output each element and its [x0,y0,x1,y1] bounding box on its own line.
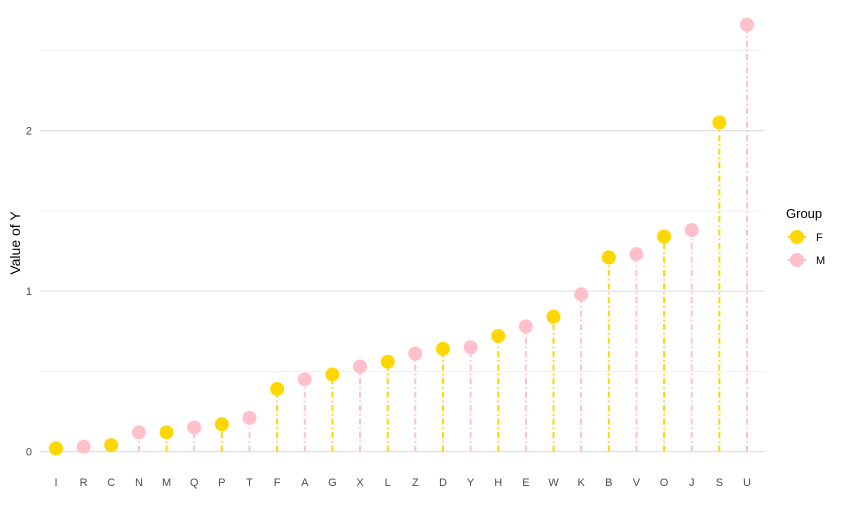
lollipop-point [380,354,395,369]
x-tick-label: T [246,477,253,489]
lollipop-point [518,319,533,334]
legend-label: M [816,255,825,267]
x-tick-label: O [660,477,669,489]
x-tick-label: N [135,477,143,489]
x-tick-label: L [385,477,391,489]
x-tick-label: G [328,477,337,489]
legend-key-point [790,230,804,244]
grid-lines [40,50,765,453]
y-axis-ticks: 0 1 2 [26,126,32,459]
lollipop-point [629,247,644,262]
legend-label: F [816,232,823,244]
x-tick-label: U [743,477,751,489]
lollipop-point [131,425,146,440]
lollipop-point [657,229,672,244]
lollipop-point [187,420,202,435]
x-tick-label: B [605,477,612,489]
x-tick-label: K [577,477,585,489]
lollipop-point [270,381,285,396]
x-tick-label: Q [190,477,199,489]
x-tick-label: Y [467,477,475,489]
lollipop-point [712,115,727,130]
lollipop-point [740,17,754,32]
x-tick-label: P [218,477,225,489]
lollipop-point [435,341,450,356]
y-tick-label: 0 [26,447,32,459]
lollipop-point [297,372,312,387]
lollipop-point [214,417,229,432]
x-tick-label: R [80,477,88,489]
y-tick-label: 2 [26,126,32,138]
x-tick-label: V [633,477,641,489]
legend: Group FM [786,206,825,267]
x-tick-label: C [107,477,115,489]
lollipop-point [325,367,340,382]
lollipop-point [408,346,423,361]
x-tick-label: J [689,477,695,489]
x-tick-label: X [356,477,364,489]
lollipop-point [546,309,561,324]
lollipop-point [491,329,506,344]
lollipop-point [574,287,589,302]
x-tick-label: Z [412,477,419,489]
x-tick-label: E [522,477,529,489]
lollipop-point [463,340,478,355]
x-tick-label: H [494,477,502,489]
legend-key-point [790,253,804,267]
lollipop-points [49,17,754,456]
x-tick-label: I [54,477,57,489]
y-tick-label: 1 [26,286,32,298]
lollipop-point [601,250,616,265]
lollipop-point [76,439,91,454]
x-tick-label: S [716,477,723,489]
lollipop-point [104,438,119,453]
lollipop-point [353,359,368,374]
lollipop-point [684,223,699,238]
lollipop-stems [55,24,748,452]
lollipop-point [159,425,174,440]
x-tick-label: F [274,477,281,489]
x-tick-label: M [162,477,171,489]
lollipop-point [242,410,257,425]
lollipop-point [49,441,63,456]
x-tick-label: A [301,477,309,489]
y-axis-title: Value of Y [7,211,23,275]
legend-title: Group [786,206,822,221]
x-tick-label: D [439,477,447,489]
x-tick-label: W [548,477,559,489]
